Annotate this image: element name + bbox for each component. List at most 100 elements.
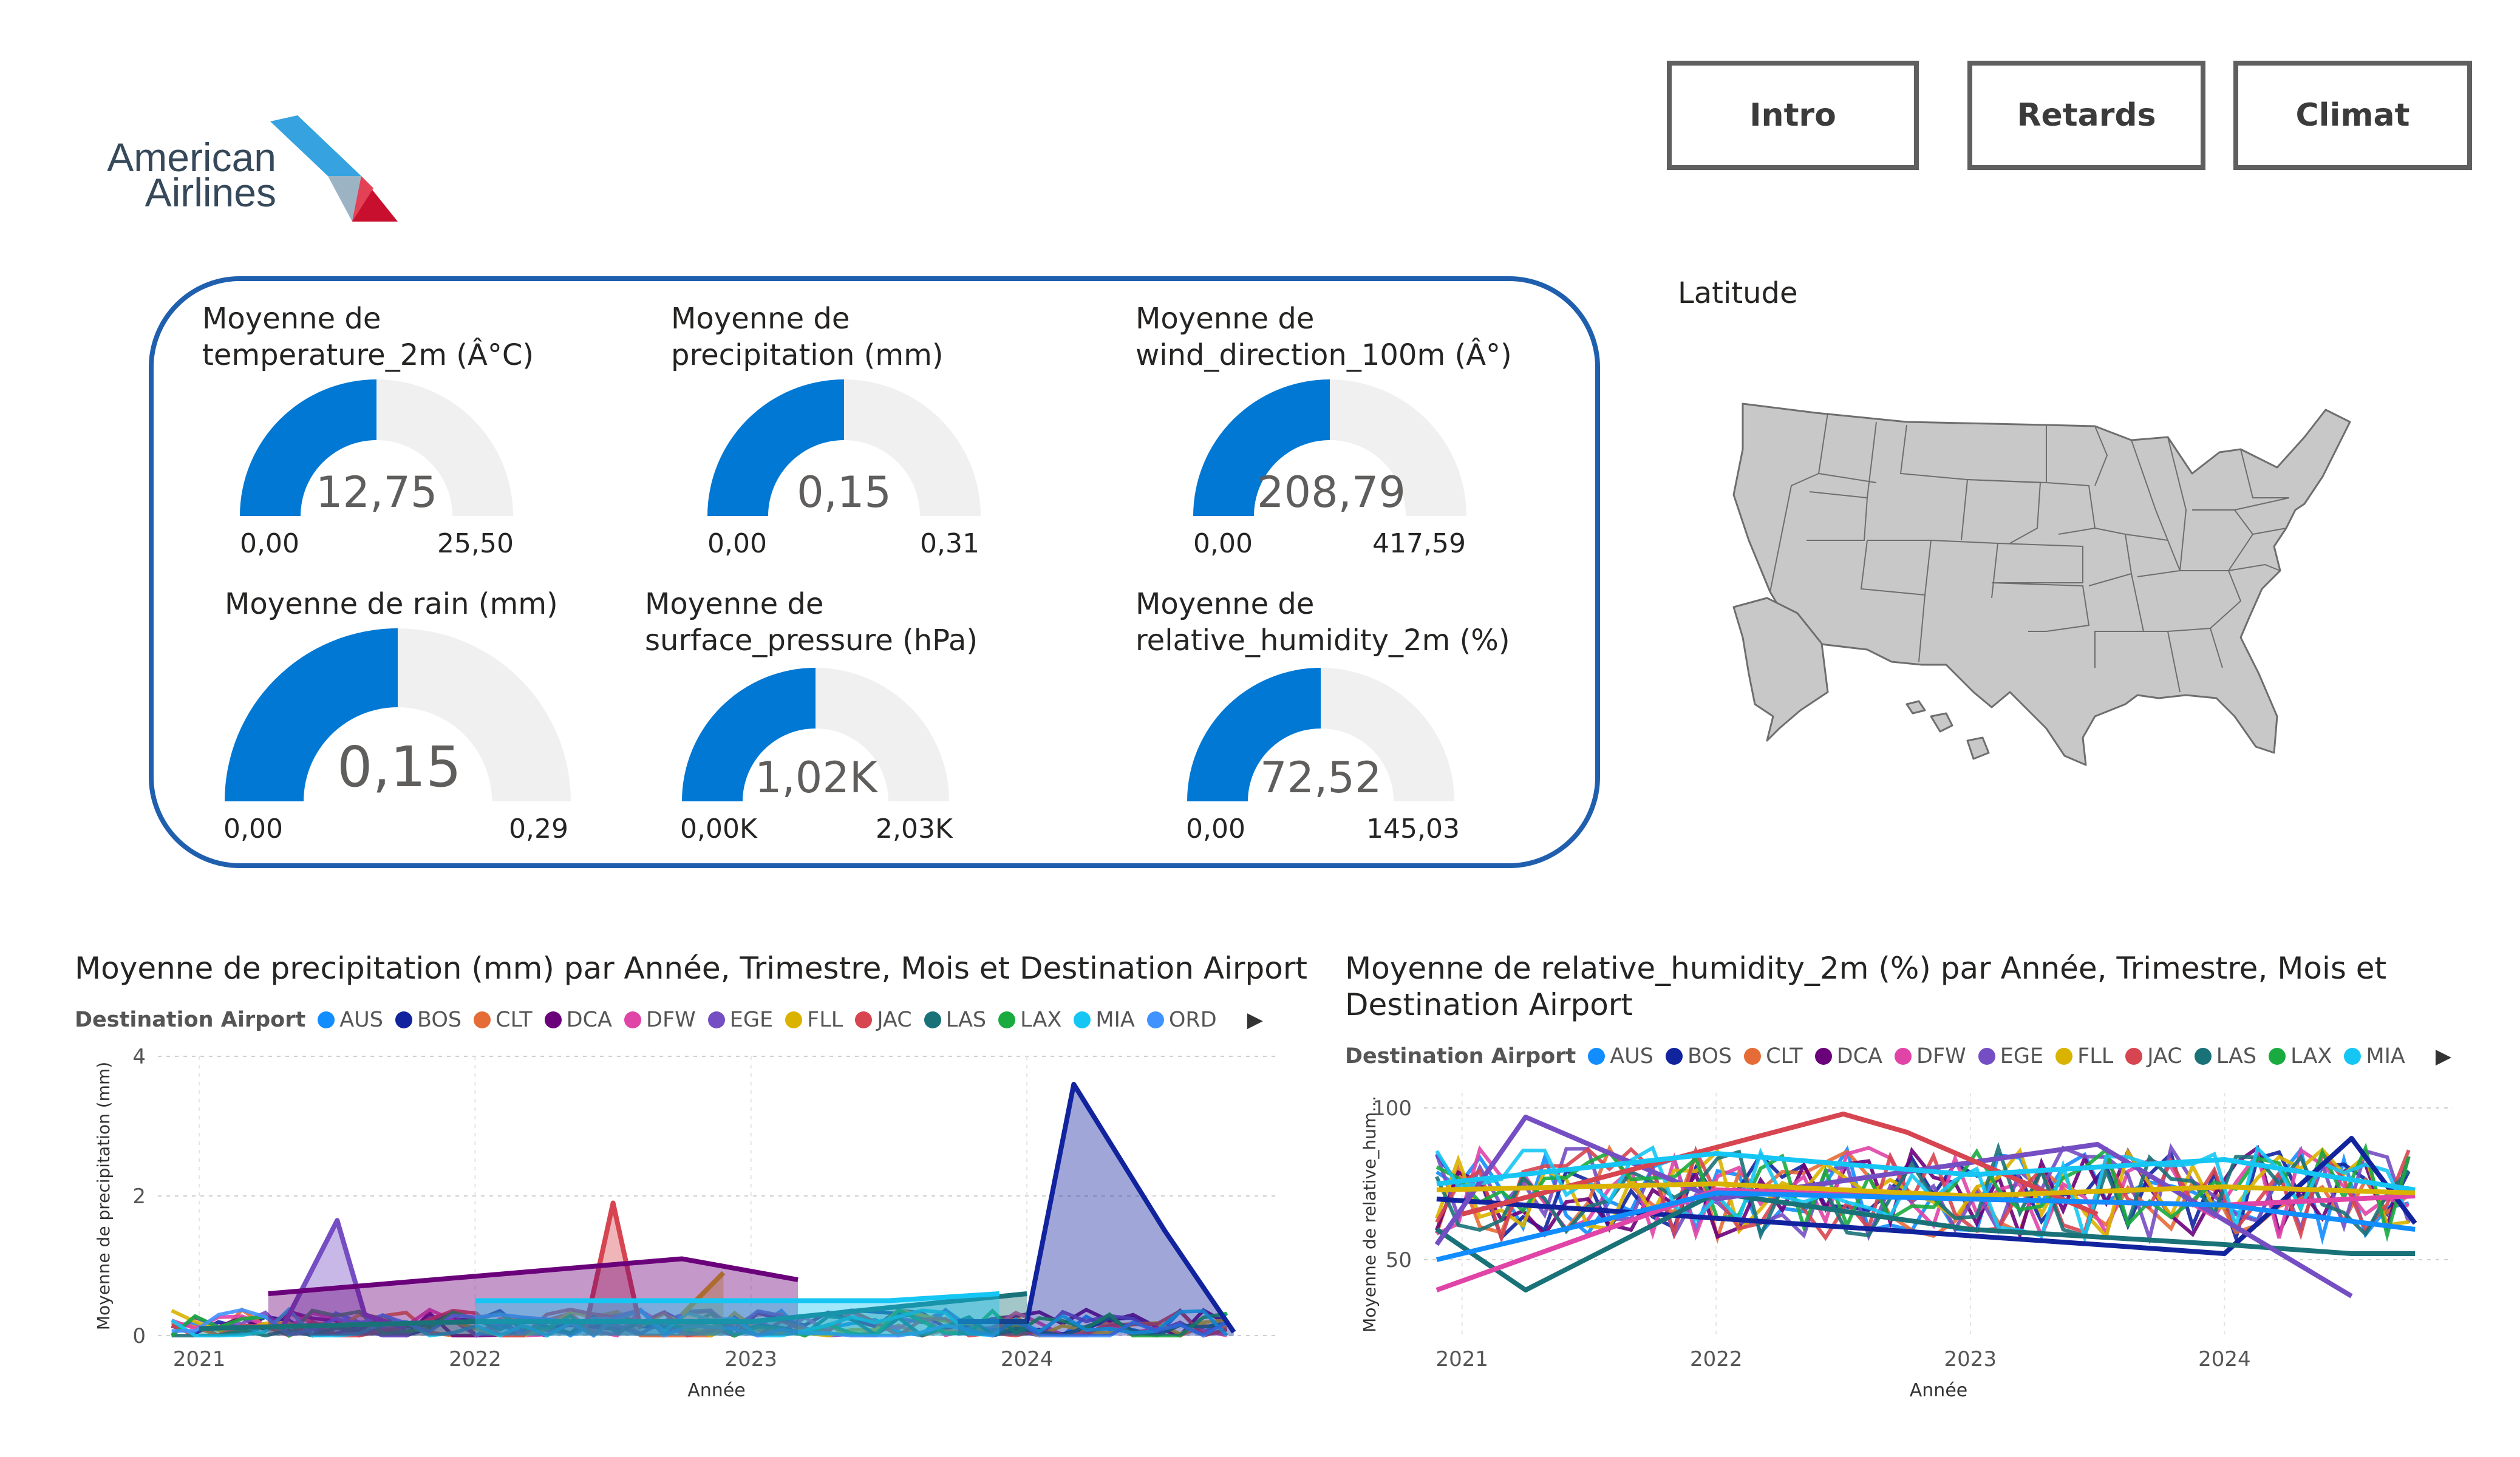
x-tick-label: 2021 — [173, 1347, 226, 1371]
precip-chart[interactable]: 0 2 4 2021 2022 2023 2024 Année Moyenne de preci… — [73, 1044, 1299, 1421]
precip-chart-title: Moyenne de precipitation (mm) par Année,… — [75, 951, 1307, 986]
legend-label: LAS — [2216, 1044, 2257, 1068]
gauge-wind-title: Moyenne de wind_direction_100m (Â°) — [1136, 302, 1512, 372]
series-area-mia — [475, 1294, 999, 1336]
series-area-dca — [268, 1258, 798, 1336]
us-map[interactable] — [1706, 389, 2374, 789]
legend-item-ord[interactable]: ORD — [1146, 1008, 1217, 1032]
gauge-pressure-title: Moyenne de surface_pressure (hPa) — [645, 587, 978, 657]
series-area-ege — [282, 1220, 406, 1336]
y-tick-label: 0 — [132, 1324, 146, 1348]
x-tick-label: 2022 — [1690, 1347, 1743, 1371]
series-line-las — [1435, 1141, 2410, 1241]
legend-label: ORD — [1168, 1008, 1217, 1032]
climat-button[interactable]: Climat — [2233, 61, 2472, 170]
precip-chart-legend: Destination Airport AUS BOS CLT DCA DFW EGE FL… — [75, 1008, 1263, 1032]
legend-dot-icon — [785, 1011, 803, 1028]
gauge-precipitation-min: 0,00 — [707, 528, 767, 559]
humid-chart-legend: Destination Airport AUS BOS CLT DCA DFW EGE FL… — [1345, 1044, 2451, 1068]
gauge-precipitation-title: Moyenne de precipitation (mm) — [671, 302, 944, 372]
legend-label: DCA — [1836, 1044, 1882, 1068]
gauge-rain-min: 0,00 — [223, 813, 283, 844]
legend-dot-icon — [474, 1011, 491, 1028]
legend-item-aus[interactable]: AUS — [318, 1008, 383, 1032]
legend-label: CLT — [495, 1008, 533, 1032]
legend-dot-icon — [2269, 1048, 2286, 1065]
series-line-lax — [1435, 1143, 2411, 1243]
legend-item-aus[interactable]: AUS — [1588, 1044, 1653, 1068]
legend-dot-icon — [2194, 1048, 2212, 1065]
series-peak-mia — [1436, 1151, 2416, 1192]
legend-item-las[interactable]: LAS — [2194, 1044, 2257, 1068]
legend-item-fll[interactable]: FLL — [2055, 1044, 2113, 1068]
legend-item-dfw[interactable]: DFW — [1895, 1044, 1966, 1068]
legend-dot-icon — [1814, 1048, 1832, 1065]
flight-symbol-icon — [270, 115, 398, 222]
humid-chart-title-line2: Destination Airport — [1345, 987, 1633, 1022]
x-axis-label: Année — [1910, 1380, 1967, 1401]
legend-item-clt[interactable]: CLT — [474, 1008, 533, 1032]
gauge-humidity — [1187, 668, 1454, 801]
map-title: Latitude — [1678, 276, 1798, 310]
legend-item-las[interactable]: LAS — [924, 1008, 986, 1032]
legend-dot-icon — [318, 1011, 335, 1028]
legend-label: DFW — [1916, 1044, 1966, 1068]
legend-dot-icon — [855, 1011, 873, 1028]
gauge-precipitation-value: 0,15 — [797, 467, 891, 517]
x-tick-label: 2024 — [2198, 1347, 2251, 1371]
legend-next-icon[interactable]: ▶ — [2435, 1044, 2452, 1068]
legend-item-dca[interactable]: DCA — [1814, 1044, 1882, 1068]
logo-line-2: Airlines — [145, 170, 276, 215]
legend-label: JAC — [877, 1008, 912, 1032]
gauge-temperature-value: 12,75 — [316, 467, 438, 517]
intro-button[interactable]: Intro — [1667, 61, 1919, 170]
gauge-humidity-max: 145,03 — [1366, 813, 1460, 844]
kpi-gauges-panel — [149, 276, 1600, 868]
legend-item-fll[interactable]: FLL — [785, 1008, 843, 1032]
series-peak-mia — [475, 1291, 999, 1303]
legend-item-jac[interactable]: JAC — [855, 1008, 912, 1032]
legend-label: MIA — [2366, 1044, 2405, 1068]
legend-label: AUS — [1610, 1044, 1653, 1068]
legend-dot-icon — [1665, 1048, 1683, 1065]
series-peak-ege — [1434, 1115, 2353, 1299]
legend-item-lax[interactable]: LAX — [2269, 1044, 2332, 1068]
legend-dot-icon — [1895, 1048, 1912, 1065]
gauge-wind-max: 417,59 — [1372, 528, 1466, 559]
logo-text: American Airlines — [100, 137, 276, 215]
gauge-rain-value: 0,15 — [337, 735, 461, 800]
legend-item-ege[interactable]: EGE — [1978, 1044, 2043, 1068]
legend-label: MIA — [1095, 1008, 1135, 1032]
series-peak-jac — [583, 1200, 644, 1330]
y-axis-label: Moyenne de precipitation (mm) — [94, 1062, 114, 1330]
legend-item-dfw[interactable]: DFW — [624, 1008, 696, 1032]
legend-item-ege[interactable]: EGE — [707, 1008, 773, 1032]
legend-next-icon[interactable]: ▶ — [1247, 1008, 1263, 1032]
series-line-mia — [171, 1306, 1228, 1338]
legend-item-bos[interactable]: BOS — [1665, 1044, 1732, 1068]
legend-item-clt[interactable]: CLT — [1744, 1044, 1803, 1068]
legend-label: BOS — [1687, 1044, 1732, 1068]
legend-dot-icon — [707, 1011, 725, 1028]
series-peak-aus — [1435, 1190, 2416, 1262]
legend-label: JAC — [2147, 1044, 2182, 1068]
gauge-rain-title: Moyenne de rain (mm) — [225, 587, 558, 621]
gauge-pressure-max: 2,03K — [876, 813, 953, 844]
gauge-rain-max: 0,29 — [509, 813, 568, 844]
legend-dot-icon — [624, 1011, 641, 1028]
legend-dot-icon — [1074, 1011, 1091, 1028]
legend-item-lax[interactable]: LAX — [998, 1008, 1061, 1032]
humid-chart[interactable]: 50 100 2021 2022 2023 2024 Année Moyenne de rel… — [1336, 1081, 2477, 1421]
legend-item-mia[interactable]: MIA — [2344, 1044, 2405, 1068]
legend-item-jac[interactable]: JAC — [2125, 1044, 2182, 1068]
retards-button[interactable]: Retards — [1967, 61, 2205, 170]
legend-dot-icon — [998, 1011, 1016, 1028]
legend-item-bos[interactable]: BOS — [395, 1008, 461, 1032]
y-axis-label: Moyenne de relative_hum... — [1360, 1096, 1380, 1333]
gauge-fill — [240, 379, 376, 516]
gauge-wind-min: 0,00 — [1193, 528, 1253, 559]
legend-item-mia[interactable]: MIA — [1074, 1008, 1135, 1032]
legend-dot-icon — [1978, 1048, 1995, 1065]
legend-item-dca[interactable]: DCA — [544, 1008, 612, 1032]
x-tick-label: 2024 — [1001, 1347, 1054, 1371]
